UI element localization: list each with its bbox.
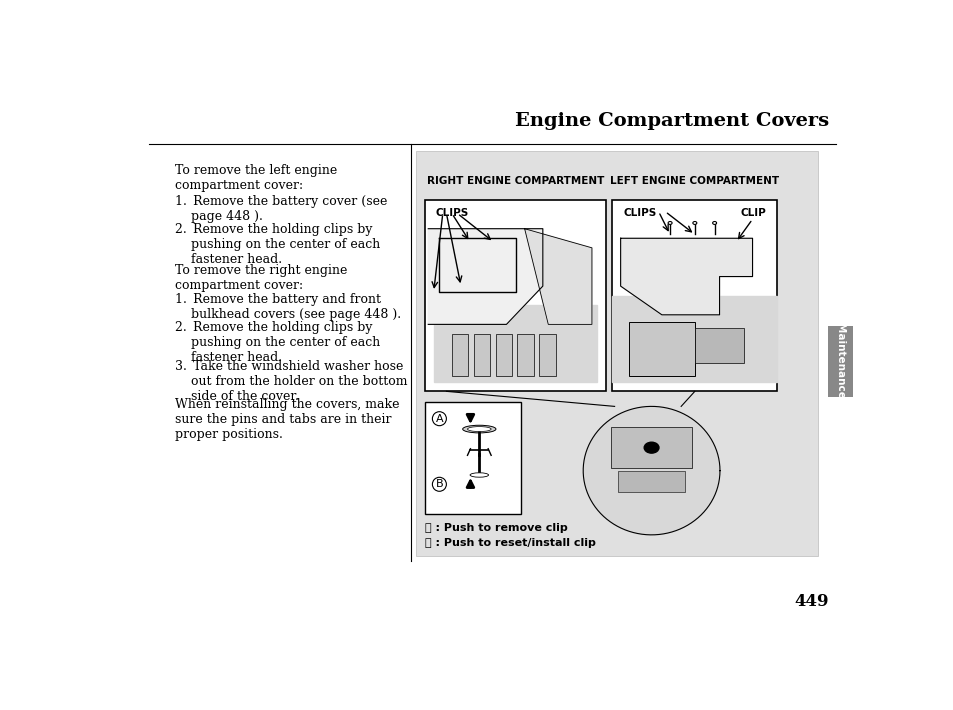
Bar [694, 328, 743, 363]
Bar [495, 334, 512, 376]
Text: When reinstalling the covers, make
sure the pins and tabs are in their
proper po: When reinstalling the covers, make sure … [174, 398, 398, 441]
Text: 1. Remove the battery cover (see
    page 448 ).: 1. Remove the battery cover (see page 44… [174, 195, 387, 222]
Text: RIGHT ENGINE COMPARTMENT: RIGHT ENGINE COMPARTMENT [426, 176, 603, 186]
Text: 1. Remove the battery and front
    bulkhead covers (see page 448 ).: 1. Remove the battery and front bulkhead… [174, 293, 400, 321]
Polygon shape [612, 295, 777, 382]
Text: B: B [436, 479, 443, 489]
Ellipse shape [462, 425, 496, 433]
Text: 3. Take the windshield washer hose
    out from the holder on the bottom
    sid: 3. Take the windshield washer hose out f… [174, 360, 407, 403]
Text: LEFT ENGINE COMPARTMENT: LEFT ENGINE COMPARTMENT [610, 176, 779, 186]
Bar [416, 151, 817, 557]
Text: Maintenance: Maintenance [835, 323, 844, 399]
Bar [538, 334, 555, 376]
Polygon shape [582, 406, 720, 535]
Bar [452, 334, 468, 376]
Circle shape [692, 222, 696, 224]
Text: 449: 449 [794, 593, 828, 610]
Bar [826, 326, 853, 397]
Text: Engine Compartment Covers: Engine Compartment Covers [515, 112, 828, 130]
Bar [628, 322, 694, 376]
Bar [612, 200, 777, 391]
Text: CLIPS: CLIPS [623, 208, 656, 218]
Text: A: A [436, 414, 443, 424]
Bar [424, 403, 520, 514]
Polygon shape [428, 229, 542, 324]
Text: 2. Remove the holding clips by
    pushing on the center of each
    fastener he: 2. Remove the holding clips by pushing o… [174, 322, 379, 364]
Bar [618, 471, 684, 493]
Text: Ⓑ : Push to reset/install clip: Ⓑ : Push to reset/install clip [424, 538, 595, 548]
Polygon shape [524, 229, 591, 324]
Polygon shape [620, 239, 752, 315]
Ellipse shape [470, 473, 488, 477]
Text: To remove the right engine
compartment cover:: To remove the right engine compartment c… [174, 264, 347, 292]
Bar [517, 334, 533, 376]
Polygon shape [434, 305, 597, 382]
Text: 2. Remove the holding clips by
    pushing on the center of each
    fastener he: 2. Remove the holding clips by pushing o… [174, 223, 379, 266]
Circle shape [667, 222, 671, 224]
Text: To remove the left engine
compartment cover:: To remove the left engine compartment co… [174, 165, 336, 192]
Text: CLIPS: CLIPS [436, 208, 469, 218]
Ellipse shape [467, 427, 491, 432]
Bar [474, 334, 490, 376]
Bar [424, 200, 606, 391]
Text: CLIP: CLIP [740, 208, 765, 218]
Text: Ⓐ : Push to remove clip: Ⓐ : Push to remove clip [424, 523, 567, 533]
Bar [610, 427, 692, 468]
Circle shape [712, 222, 716, 224]
Circle shape [643, 442, 659, 453]
